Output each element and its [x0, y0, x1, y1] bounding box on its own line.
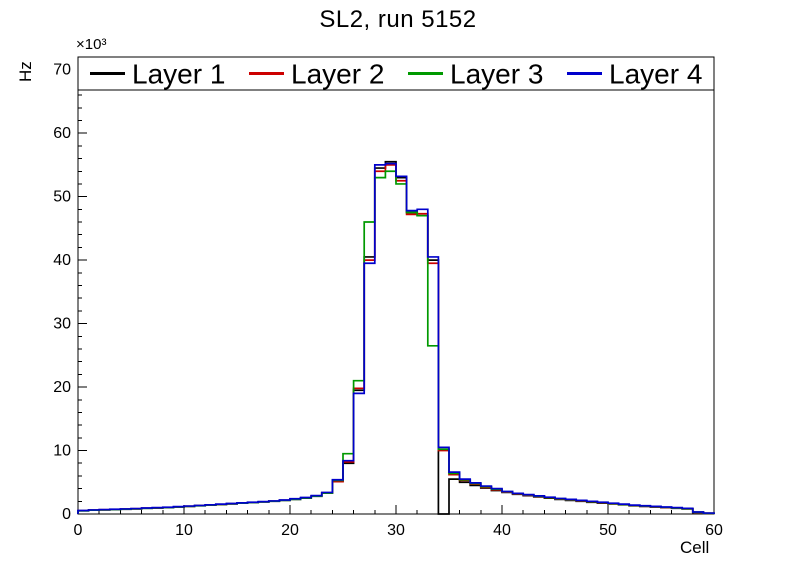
x-tick-label: 10 [175, 522, 193, 539]
y-tick-label: 30 [53, 316, 71, 333]
legend-label-layer-4: Layer 4 [609, 59, 702, 90]
chart-title: SL2, run 5152 [319, 6, 477, 33]
y-tick-label: 70 [53, 62, 71, 79]
legend-label-layer-3: Layer 3 [450, 59, 543, 90]
y-tick-label: 60 [53, 125, 71, 142]
x-axis-title: Cell [680, 538, 710, 557]
series-layer-2 [77, 164, 715, 515]
x-tick-label: 0 [74, 522, 83, 539]
x-tick-label: 60 [705, 522, 723, 539]
x-tick-label: 20 [281, 522, 299, 539]
y-tick-label: 0 [62, 506, 71, 523]
x-tick-label: 30 [387, 522, 405, 539]
y-tick-label: 40 [53, 252, 71, 269]
y-tick-label: 20 [53, 379, 71, 396]
legend-label-layer-1: Layer 1 [132, 59, 225, 90]
legend-box [77, 56, 715, 91]
x-tick-label: 40 [493, 522, 511, 539]
y-axis-exponent: ×10³ [76, 36, 107, 53]
x-tick-label: 50 [599, 522, 617, 539]
series-layer-4 [77, 162, 715, 514]
plot-frame [77, 56, 715, 515]
y-tick-label: 50 [53, 189, 71, 206]
series-layer-1 [77, 160, 715, 515]
legend-label-layer-2: Layer 2 [291, 59, 384, 90]
legend-entry-layer-1: Layer 1 [90, 59, 225, 90]
legend-entry-layer-4: Layer 4 [567, 59, 702, 90]
series-layer-3 [77, 170, 715, 515]
legend-entry-layer-3: Layer 3 [408, 59, 543, 90]
legend-entry-layer-2: Layer 2 [249, 59, 384, 90]
y-tick-label: 10 [53, 443, 71, 460]
